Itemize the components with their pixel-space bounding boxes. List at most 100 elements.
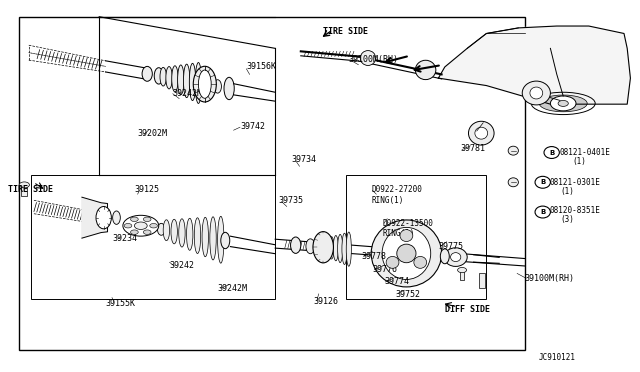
Ellipse shape [134, 222, 147, 230]
Text: 08121-0401E: 08121-0401E [560, 148, 611, 157]
Ellipse shape [382, 227, 431, 279]
Ellipse shape [142, 66, 152, 81]
Ellipse shape [184, 64, 190, 97]
Polygon shape [166, 220, 221, 252]
Ellipse shape [397, 244, 416, 263]
Ellipse shape [123, 215, 159, 236]
Ellipse shape [224, 77, 234, 100]
Ellipse shape [214, 80, 221, 93]
Ellipse shape [143, 217, 151, 221]
Polygon shape [82, 197, 108, 238]
Ellipse shape [414, 256, 427, 268]
Ellipse shape [386, 256, 399, 268]
Text: 39775: 39775 [438, 242, 463, 251]
Polygon shape [163, 67, 198, 94]
Text: B: B [549, 150, 554, 155]
Ellipse shape [522, 81, 550, 105]
Ellipse shape [400, 230, 413, 241]
Ellipse shape [154, 68, 163, 84]
Ellipse shape [530, 87, 543, 99]
Text: 39776: 39776 [372, 265, 397, 274]
Polygon shape [479, 273, 485, 288]
Text: 39778: 39778 [362, 252, 387, 261]
Text: DIFF SIDE: DIFF SIDE [445, 305, 490, 314]
Ellipse shape [218, 216, 224, 263]
Polygon shape [21, 186, 27, 196]
Ellipse shape [558, 100, 568, 106]
Ellipse shape [186, 218, 193, 250]
Ellipse shape [113, 211, 120, 224]
Text: B: B [540, 179, 545, 185]
Ellipse shape [535, 176, 550, 188]
Ellipse shape [291, 237, 301, 253]
Ellipse shape [171, 219, 177, 244]
Ellipse shape [193, 66, 216, 102]
Ellipse shape [415, 60, 436, 80]
Ellipse shape [444, 248, 467, 266]
Ellipse shape [508, 178, 518, 187]
Ellipse shape [451, 253, 461, 262]
Ellipse shape [535, 206, 550, 218]
Text: D0922-27200: D0922-27200 [371, 185, 422, 194]
Ellipse shape [475, 127, 488, 139]
Ellipse shape [210, 217, 216, 260]
Text: D0922-13500: D0922-13500 [382, 219, 433, 228]
Ellipse shape [189, 63, 196, 100]
Text: TIRE SIDE: TIRE SIDE [323, 27, 368, 36]
Ellipse shape [202, 217, 209, 257]
Text: RING(1): RING(1) [371, 196, 404, 205]
Ellipse shape [178, 65, 184, 95]
Text: 39100M(RH): 39100M(RH) [525, 275, 575, 283]
Text: 08121-0301E: 08121-0301E [549, 178, 600, 187]
Text: 39735: 39735 [278, 196, 303, 205]
Ellipse shape [96, 206, 111, 229]
Ellipse shape [172, 66, 178, 92]
Text: (1): (1) [573, 157, 587, 166]
Ellipse shape [468, 121, 494, 145]
Ellipse shape [166, 67, 172, 89]
Ellipse shape [150, 224, 157, 228]
Text: 39126: 39126 [314, 297, 339, 306]
Text: 39742: 39742 [240, 122, 265, 131]
Text: JC910121: JC910121 [539, 353, 576, 362]
Text: 39202M: 39202M [138, 129, 168, 138]
Text: (1): (1) [560, 187, 574, 196]
Ellipse shape [221, 232, 230, 249]
Text: 39774: 39774 [384, 278, 409, 286]
Ellipse shape [143, 230, 151, 234]
Text: 39155K: 39155K [106, 299, 136, 308]
Ellipse shape [157, 223, 165, 235]
Ellipse shape [338, 234, 343, 263]
Ellipse shape [306, 239, 315, 254]
Text: 08120-8351E: 08120-8351E [549, 206, 600, 215]
Ellipse shape [440, 249, 449, 264]
Ellipse shape [19, 182, 29, 188]
Ellipse shape [198, 70, 211, 98]
Ellipse shape [342, 233, 347, 264]
Text: 39242: 39242 [170, 262, 195, 270]
Text: 39781: 39781 [461, 144, 486, 153]
Ellipse shape [544, 147, 559, 158]
Ellipse shape [195, 62, 202, 103]
Ellipse shape [329, 237, 334, 259]
Ellipse shape [540, 95, 588, 112]
Ellipse shape [508, 146, 518, 155]
Ellipse shape [371, 220, 442, 287]
Ellipse shape [124, 224, 132, 228]
Ellipse shape [131, 217, 138, 221]
Ellipse shape [160, 67, 166, 86]
Text: 39100M(RH): 39100M(RH) [349, 55, 399, 64]
Ellipse shape [313, 232, 333, 263]
Ellipse shape [179, 219, 185, 247]
Ellipse shape [195, 218, 201, 253]
Ellipse shape [550, 96, 576, 111]
Text: RING(1): RING(1) [382, 229, 415, 238]
Ellipse shape [346, 232, 351, 266]
Ellipse shape [360, 51, 376, 65]
Text: 39752: 39752 [396, 290, 420, 299]
Polygon shape [438, 26, 630, 104]
Ellipse shape [333, 235, 339, 261]
Text: 39234: 39234 [112, 234, 137, 243]
Text: B: B [540, 209, 545, 215]
Polygon shape [460, 271, 464, 280]
